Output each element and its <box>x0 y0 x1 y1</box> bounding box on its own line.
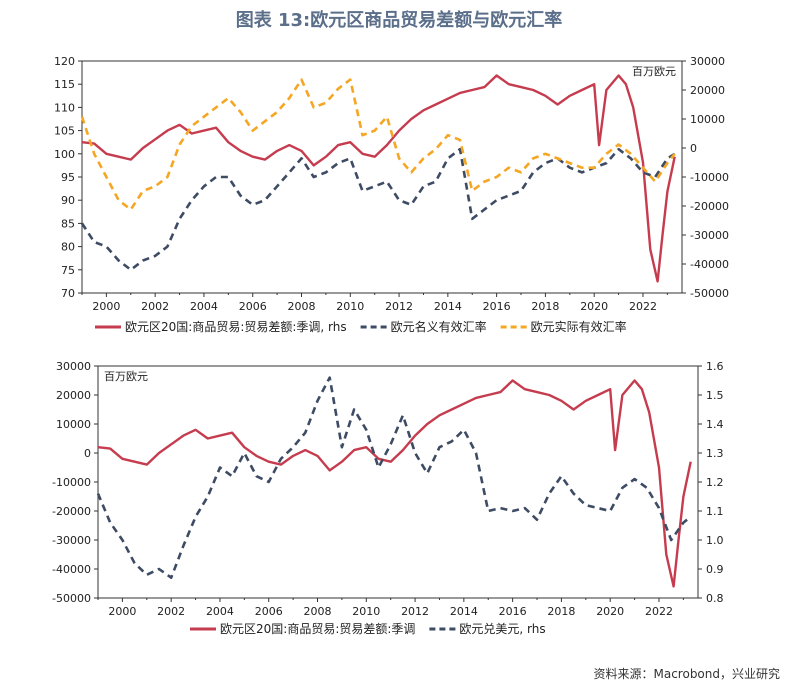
right-axis-tick-label: 0 <box>690 142 697 155</box>
left-axis-tick-label: -10000 <box>52 476 91 489</box>
left-axis-tick-label: 20000 <box>56 389 91 402</box>
figure-title: 图表 13:欧元区商品贸易差额与欧元汇率 <box>235 10 563 31</box>
right-axis-tick-label: -10000 <box>690 171 729 184</box>
left-axis-tick-label: 110 <box>54 101 75 114</box>
left-axis-tick-label: 120 <box>54 55 75 68</box>
x-axis-tick-label: 2008 <box>288 300 316 313</box>
left-axis-tick-label: 30000 <box>56 360 91 373</box>
right-axis-tick-label: -40000 <box>690 258 729 271</box>
legend-label-1: 欧元区20国:商品贸易:贸易差额:季调 <box>220 621 415 636</box>
right-axis-tick-label: -50000 <box>690 287 729 300</box>
left-axis-tick-label: -50000 <box>52 592 91 605</box>
x-axis-tick-label: 2002 <box>141 300 169 313</box>
unit-label: 百万欧元 <box>632 65 676 78</box>
left-axis-tick-label: 105 <box>54 125 75 138</box>
source-note: 资料来源：Macrobond，兴业研究 <box>593 667 781 681</box>
x-axis-tick-label: 2004 <box>190 300 218 313</box>
x-axis-tick-label: 2018 <box>547 605 575 618</box>
x-axis-tick-label: 2020 <box>596 605 624 618</box>
right-axis-tick-label: -20000 <box>690 200 729 213</box>
left-axis-tick-label: 10000 <box>56 418 91 431</box>
plot-frame <box>81 60 683 294</box>
left-axis-tick-label: 75 <box>61 264 75 277</box>
x-axis-tick-label: 2000 <box>92 300 120 313</box>
right-axis-tick-label: 0.9 <box>706 563 724 576</box>
series-line-2 <box>80 147 676 272</box>
left-axis-tick-label: 90 <box>61 194 75 207</box>
x-axis-tick-label: 2002 <box>157 605 185 618</box>
x-axis-tick-label: 2012 <box>385 300 413 313</box>
x-axis-tick-label: 2022 <box>645 605 673 618</box>
right-axis-tick-label: 1.3 <box>706 447 724 460</box>
right-axis-tick-label: 1.5 <box>706 389 724 402</box>
x-axis-tick-label: 2004 <box>206 605 234 618</box>
plot-frame <box>97 365 699 599</box>
left-axis-tick-label: -40000 <box>52 563 91 576</box>
chart-trade-balance-vs-effective-rates: 1201151101051009590858075703000020000100… <box>54 55 729 334</box>
x-axis-tick-label: 2010 <box>336 300 364 313</box>
right-axis-tick-label: 1.4 <box>706 418 724 431</box>
left-axis-tick-label: 115 <box>54 78 75 91</box>
left-axis-tick-label: -20000 <box>52 505 91 518</box>
left-axis-tick-label: 100 <box>54 148 75 161</box>
x-axis-tick-label: 2006 <box>239 300 267 313</box>
x-axis-tick-label: 2020 <box>580 300 608 313</box>
x-axis-tick-label: 2016 <box>499 605 527 618</box>
right-axis-tick-label: 1.2 <box>706 476 724 489</box>
x-axis-tick-label: 2000 <box>108 605 136 618</box>
legend-label-2: 欧元兑美元, rhs <box>459 622 545 636</box>
series-line-1 <box>81 74 676 283</box>
x-axis-tick-label: 2022 <box>629 300 657 313</box>
legend-label-3: 欧元实际有效汇率 <box>531 319 627 334</box>
right-axis-tick-label: 20000 <box>690 84 725 97</box>
series-line-1 <box>97 379 692 588</box>
right-axis-tick-label: 1.0 <box>706 534 724 547</box>
x-axis-tick-label: 2016 <box>483 300 511 313</box>
left-axis-tick-label: 0 <box>84 447 91 460</box>
right-axis-tick-label: 10000 <box>690 113 725 126</box>
left-axis-tick-label: 95 <box>61 171 75 184</box>
left-axis-tick-label: -30000 <box>52 534 91 547</box>
right-axis-tick-label: 0.8 <box>706 592 724 605</box>
chart-trade-balance-vs-eurusd: 30000 20000 10000 0 -10000 -20000 -30000 -40000… <box>52 360 724 636</box>
left-axis-tick-label: 70 <box>61 287 75 300</box>
left-axis-tick-label: 80 <box>61 241 75 254</box>
right-axis-tick-label: 30000 <box>690 55 725 68</box>
x-axis-tick-label: 2012 <box>401 605 429 618</box>
right-axis-tick-label: 1.6 <box>706 360 724 373</box>
x-axis-tick-label: 2008 <box>304 605 332 618</box>
unit-label: 百万欧元 <box>104 370 148 383</box>
series-line-3 <box>80 78 676 211</box>
series-line-2 <box>96 376 692 579</box>
legend-label-1: 欧元区20国:商品贸易:贸易差额:季调, rhs <box>125 319 347 334</box>
x-axis-tick-label: 2014 <box>434 300 462 313</box>
x-axis-tick-label: 2014 <box>450 605 478 618</box>
x-axis-tick-label: 2010 <box>352 605 380 618</box>
legend-label-2: 欧元名义有效汇率 <box>391 319 487 334</box>
left-axis-tick-label: 85 <box>61 217 75 230</box>
right-axis-tick-label: -30000 <box>690 229 729 242</box>
right-axis-tick-label: 1.1 <box>706 505 724 518</box>
x-axis-tick-label: 2006 <box>255 605 283 618</box>
x-axis-tick-label: 2018 <box>531 300 559 313</box>
